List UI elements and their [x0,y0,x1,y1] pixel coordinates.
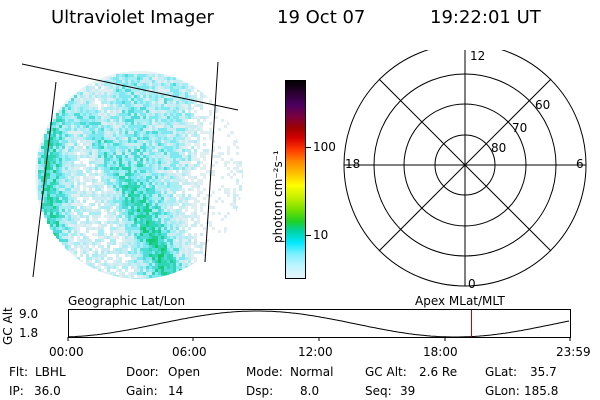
polar-grid [343,50,587,287]
timeline-ytick-top: 9.0 [19,307,39,321]
door-value: Open [168,365,201,379]
polar-label-0: 0 [468,277,476,291]
timeline-left-title: Geographic Lat/Lon [68,294,186,308]
geo-grid-line [204,61,219,263]
colorbar [285,80,306,279]
colorbar-tick-10: 10 [313,228,329,242]
glat-label: GLat: [485,365,518,379]
geo-grid-line [32,81,57,278]
door-label: Door: [126,365,159,379]
instrument-title: Ultraviolet Imager [51,7,214,28]
seq-value: 39 [400,384,416,398]
ip-value: 36.0 [34,384,61,398]
altitude-plot-frame [68,309,571,338]
polar-label-60: 60 [535,98,551,112]
gain-value: 14 [168,384,184,398]
polar-label-70: 70 [512,121,528,135]
date-label: 19 Oct 07 [277,7,366,28]
mode-value: Normal [290,365,334,379]
colorbar-label: photon cm⁻²s⁻¹ [271,150,285,243]
dsp-value: 8.0 [300,384,320,398]
uv-image-disc [35,71,243,279]
uv-image [21,61,243,279]
timeline-ylabel: GC Alt [1,307,15,345]
time-label: 19:22:01 UT [430,7,541,28]
glon-value: 185.8 [524,384,559,398]
ip-label: IP: [9,384,24,398]
geo-grid-line [21,63,239,111]
timeline-xtick-2: 12:00 [298,345,333,359]
seq-label: Seq: [365,384,392,398]
gcalt-label: GC Alt: [365,365,407,379]
glat-value: 35.7 [530,365,557,379]
timeline-xtick-0: 00:00 [49,345,84,359]
dsp-label: Dsp: [246,384,274,398]
gcalt-value: 2.6 Re [419,365,458,379]
polar-meridian [378,78,552,252]
polar-label-80: 80 [491,141,507,155]
altitude-curve [68,310,570,338]
polar-label-6: 6 [576,157,584,171]
altitude-plot [67,309,571,341]
glon-label: GLon: [485,384,520,398]
flt-value: LBHL [35,365,66,379]
flt-label: Flt: [9,365,28,379]
timeline-xtick-3: 18:00 [423,345,458,359]
timeline-ytick-bottom: 1.8 [19,326,39,340]
mode-label: Mode: [246,365,283,379]
timeline-xtick-4: 23:59 [556,345,591,359]
colorbar-tick-mark [306,147,311,148]
polar-label-18: 18 [345,157,361,171]
timeline-xtick-1: 06:00 [172,345,207,359]
timeline-right-title: Apex MLat/MLT [415,294,505,308]
colorbar-tick-100: 100 [313,140,336,154]
colorbar-tick-mark [306,235,311,236]
gain-label: Gain: [126,384,158,398]
polar-label-12: 12 [470,49,486,63]
